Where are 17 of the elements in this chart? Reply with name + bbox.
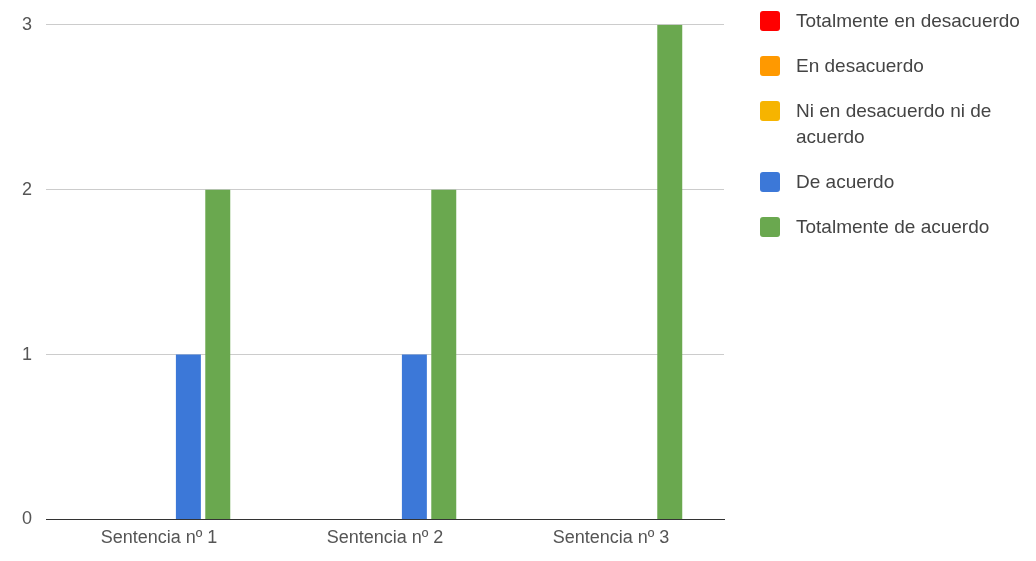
x-tick-label: Sentencia nº 3 [552,527,670,548]
legend-label: Ni en desacuerdo ni de acuerdo [796,99,993,149]
y-tick-label: 2 [22,178,33,199]
bar [205,189,231,519]
legend-label: Totalmente en desacuerdo [796,9,1020,33]
y-tick-label: 3 [22,13,33,34]
legend-label: En desacuerdo [796,54,924,78]
x-tick-label: Sentencia nº 2 [326,527,444,548]
bar [657,24,683,519]
x-tick-label: Sentencia nº 1 [100,527,218,548]
legend-label: Totalmente de acuerdo [796,215,990,239]
bar [401,354,427,519]
y-tick-label: 1 [22,343,33,364]
bar [175,354,201,519]
bar [431,189,457,519]
y-tick-label: 0 [22,508,33,529]
legend-label: De acuerdo [796,170,895,194]
